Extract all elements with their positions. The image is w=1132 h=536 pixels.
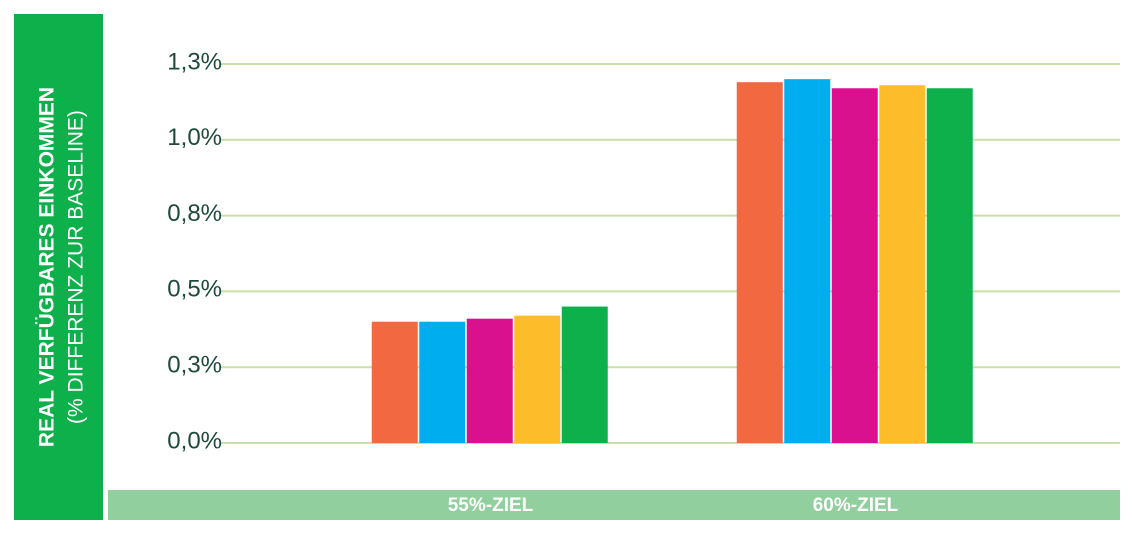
bar (371, 321, 418, 443)
bar (879, 85, 926, 443)
y-tick-label: 1,3% (167, 48, 222, 75)
y-label-box (14, 14, 103, 520)
bar (736, 82, 783, 443)
y-axis-label: REAL VERFÜGBARES EINKOMMEN (36, 87, 59, 447)
y-tick-label: 0,8% (167, 200, 222, 227)
bar (926, 88, 973, 444)
bar (466, 318, 513, 443)
y-tick-label: 1,0% (167, 124, 222, 151)
category-band (108, 490, 1120, 520)
y-tick-label: 0,5% (167, 276, 222, 303)
bar (831, 88, 878, 444)
y-tick-label: 0,3% (167, 352, 222, 379)
bar (784, 79, 831, 443)
x-tick-label: 55%-ZIEL (448, 495, 534, 516)
bar (419, 321, 466, 443)
x-tick-label: 60%-ZIEL (813, 495, 899, 516)
bar (561, 306, 608, 443)
y-axis-sublabel: (% DIFFERENZ ZUR BASELINE) (65, 110, 88, 424)
y-tick-label: 0,0% (167, 427, 222, 454)
bar (514, 315, 561, 443)
